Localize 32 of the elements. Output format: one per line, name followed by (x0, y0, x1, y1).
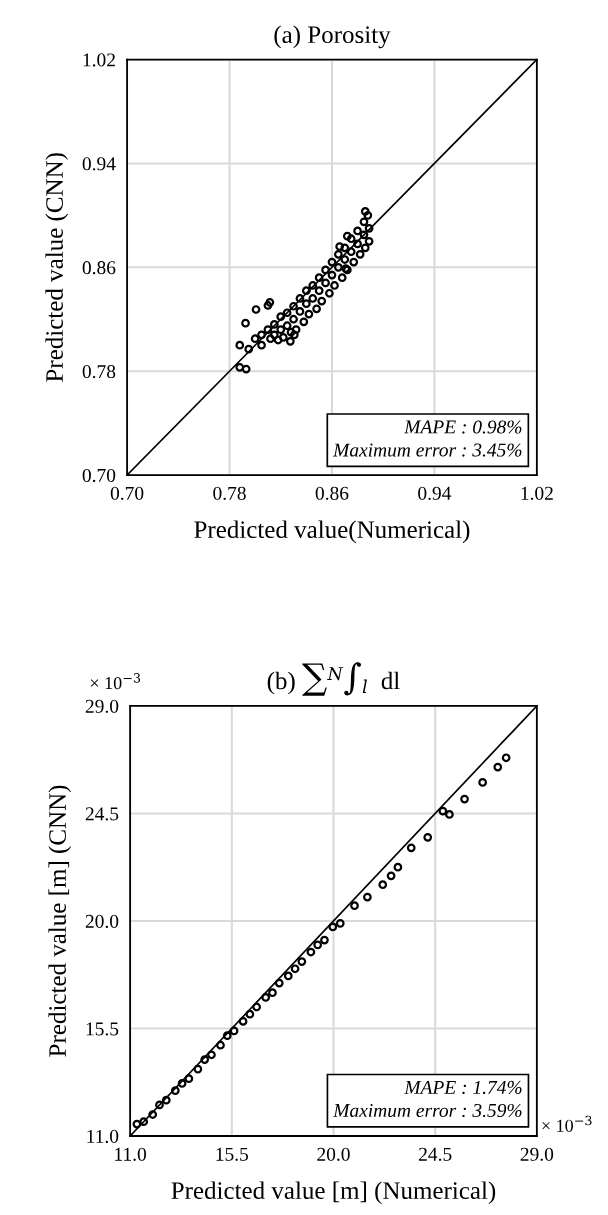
y-tick-label: 11.0 (87, 1129, 119, 1144)
x-tick-label: 20.0 (317, 1147, 350, 1161)
x-tick-label: 29.0 (520, 1147, 554, 1161)
y-tick-label: 0.86 (82, 261, 116, 275)
y-tick-label: 0.78 (82, 365, 116, 379)
x-tick-label: 0.94 (418, 486, 452, 500)
x-axis-title: Predicted value(Numerical) (194, 520, 470, 544)
x-axis-title: Predicted value [m] (Numerical) (171, 1181, 496, 1205)
annotation: Maximum error : 3.59% (333, 1103, 522, 1118)
y-tick-label: 1.02 (83, 53, 115, 67)
y-tick-label: 0.70 (82, 468, 116, 483)
x-tick-label: 1.02 (521, 486, 553, 500)
chart-title: (a) Porosity (274, 25, 391, 49)
y-tick-label: 24.5 (85, 807, 119, 821)
x-tick-label: 11.0 (115, 1147, 147, 1161)
x-tick-label: 0.70 (110, 486, 144, 500)
y-tick-label: 0.94 (82, 157, 116, 171)
x-tick-label: 15.5 (216, 1147, 249, 1161)
text: × 10$^{−3}$ (542, 1115, 592, 1132)
x-tick-label: 0.86 (315, 486, 349, 500)
text: × 10$^{−3}$ (90, 673, 141, 690)
y-tick-label: 20.0 (85, 914, 119, 928)
chart-title: (b) ∑$^{N}$∫$_{l}$ dl (267, 662, 400, 696)
annotation: MAPE : 0.98% (404, 420, 522, 434)
y-tick-label: 29.0 (85, 699, 119, 713)
y-axis-title: Predicted value [m] (CNN) (48, 785, 72, 1057)
y-axis-title: Predicted value (CNN) (45, 153, 69, 382)
x-tick-label: 0.78 (213, 486, 246, 500)
annotation: MAPE : 1.74% (404, 1080, 522, 1095)
x-tick-label: 24.5 (419, 1147, 452, 1161)
y-tick-label: 15.5 (86, 1022, 119, 1036)
annotation: Maximum error : 3.45% (332, 443, 522, 457)
